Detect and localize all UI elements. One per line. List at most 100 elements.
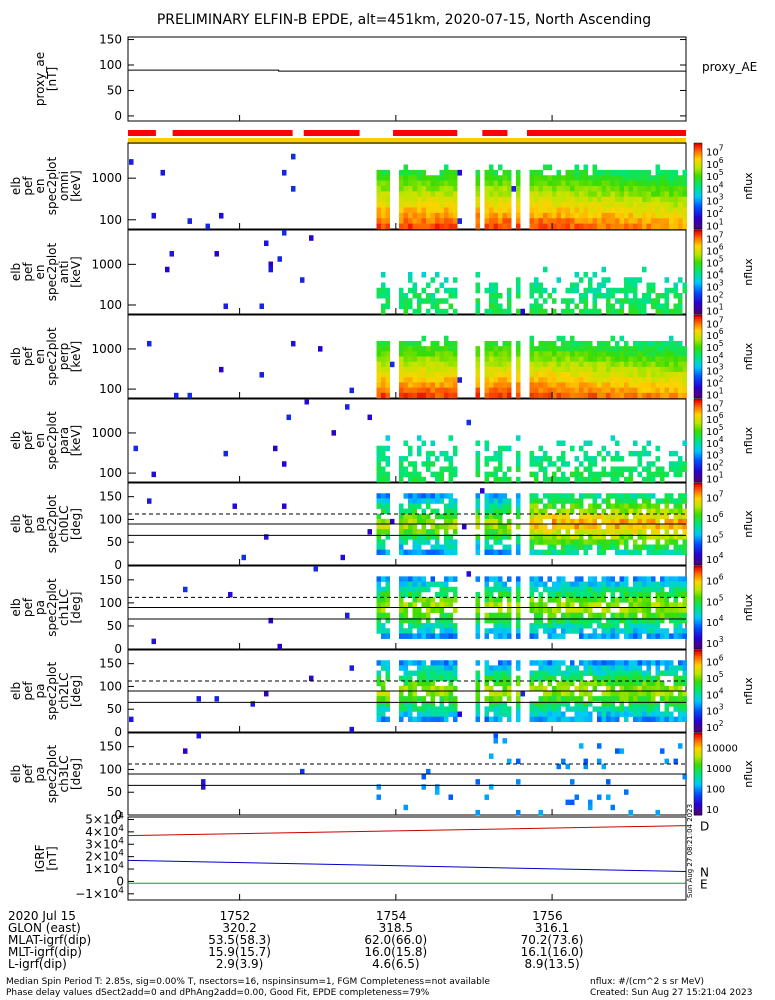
heat-cell <box>426 196 431 203</box>
heat-cell <box>430 186 435 192</box>
heat-cell <box>196 733 201 739</box>
heat-cell <box>385 670 390 676</box>
colorbar-swatch <box>694 611 702 615</box>
heat-cell <box>601 623 606 629</box>
heat-cell <box>489 308 494 315</box>
colorbar-swatch <box>694 307 702 311</box>
heat-cell <box>669 665 674 671</box>
heat-cell <box>579 633 584 639</box>
heat-cell <box>606 293 611 299</box>
heat-cell <box>601 680 606 687</box>
heat-cell <box>682 461 687 467</box>
heat-cell <box>673 361 678 368</box>
heat-cell <box>448 602 453 608</box>
heat-cell <box>628 607 633 613</box>
heat-cell <box>583 346 588 352</box>
heat-cell <box>498 196 503 203</box>
heat-cell <box>133 445 138 452</box>
heat-cell <box>421 524 426 530</box>
heat-cell <box>507 612 512 619</box>
heat-cell <box>439 706 444 712</box>
ylabel-line: elb <box>9 263 23 281</box>
heat-cell <box>664 191 669 198</box>
heat-cell <box>646 287 651 294</box>
ytick-label: 100 <box>99 58 122 72</box>
heat-cell <box>516 524 521 530</box>
heat-cell <box>376 392 381 399</box>
heat-cell <box>547 493 552 499</box>
heat-cell <box>624 351 629 357</box>
heat-cell <box>655 498 660 504</box>
heat-cell <box>682 282 687 289</box>
colorbar-swatch <box>694 190 702 193</box>
colorbar-swatch <box>694 640 702 644</box>
heat-cell <box>385 303 390 310</box>
heat-cell <box>502 387 507 394</box>
heat-cell <box>633 450 638 457</box>
colorbar-swatch <box>694 186 702 189</box>
heat-cell <box>516 706 521 712</box>
heat-cell <box>543 387 548 394</box>
heat-cell <box>493 340 498 347</box>
heat-cell <box>615 544 620 550</box>
heat-cell <box>664 701 669 707</box>
heat-cell <box>669 508 674 515</box>
heat-cell <box>502 361 507 368</box>
heat-cell <box>597 612 602 619</box>
heat-cell <box>376 534 381 540</box>
heat-cell <box>385 287 390 294</box>
heat-cell <box>664 277 669 283</box>
heat-cell <box>498 476 503 483</box>
heat-cell <box>435 685 440 692</box>
heatmap-cells <box>151 566 687 650</box>
heat-cell <box>669 335 674 342</box>
heat-cell <box>556 207 561 214</box>
colorbar-swatch <box>694 461 702 464</box>
heat-cell <box>664 503 669 509</box>
heat-cell <box>444 612 449 619</box>
heat-cell <box>399 508 404 515</box>
heat-cell <box>597 711 602 717</box>
heat-cell <box>642 612 647 619</box>
colorbar-swatch <box>694 717 702 721</box>
heat-cell <box>619 660 624 666</box>
heat-cell <box>552 675 557 682</box>
heat-cell <box>502 202 507 208</box>
heat-cell <box>574 387 579 394</box>
heat-cell <box>444 164 449 171</box>
heat-cell <box>642 670 647 676</box>
heat-cell <box>381 498 386 504</box>
heat-cell <box>187 218 192 224</box>
heat-cell <box>529 392 534 399</box>
heat-cell <box>435 191 440 198</box>
heat-cell <box>448 597 453 603</box>
heat-cell <box>412 169 417 176</box>
heat-cell <box>543 466 548 472</box>
heat-cell <box>489 493 494 499</box>
heat-cell <box>601 277 606 283</box>
colorbar-swatch <box>694 267 702 271</box>
heat-cell <box>534 633 539 639</box>
science-zone-segment <box>128 130 156 136</box>
heat-cell <box>552 503 557 509</box>
heat-cell <box>385 196 390 203</box>
colorbar-swatch <box>694 192 702 196</box>
heat-cell <box>673 706 678 712</box>
heat-cell <box>381 450 386 457</box>
heat-cell <box>624 544 629 550</box>
heat-cell <box>529 282 534 289</box>
heat-cell <box>408 356 413 362</box>
heat-cell <box>664 308 669 315</box>
heat-cell <box>430 366 435 373</box>
heat-cell <box>646 340 651 347</box>
heat-cell <box>484 207 489 214</box>
heat-cell <box>570 175 575 181</box>
heat-cell <box>439 346 444 352</box>
heat-cell <box>579 202 584 208</box>
heat-cell <box>597 212 602 219</box>
heat-cell <box>435 351 440 357</box>
heat-cell <box>592 498 597 504</box>
heat-cell <box>516 779 521 785</box>
heat-cell <box>417 607 422 613</box>
heat-cell <box>444 308 449 315</box>
